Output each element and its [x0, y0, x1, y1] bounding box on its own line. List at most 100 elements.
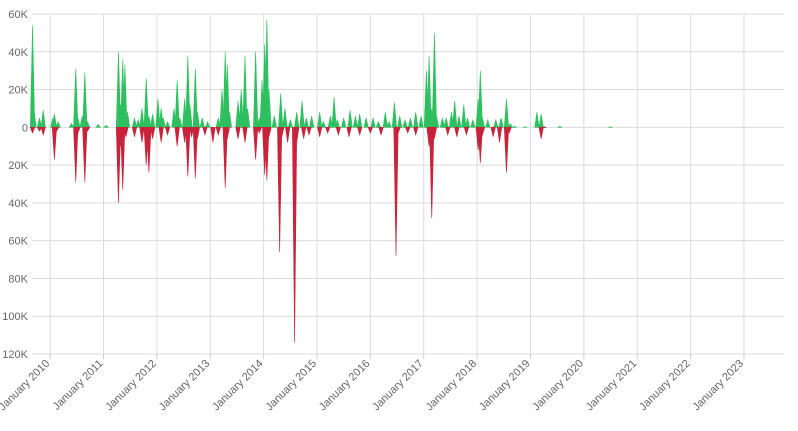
data-spike [386, 120, 392, 128]
data-spike [522, 126, 528, 128]
data-spike [378, 127, 384, 136]
series [30, 19, 613, 128]
data-spike [84, 127, 91, 132]
y-tick-label: 100K [2, 311, 28, 323]
data-spike [331, 97, 337, 128]
x-tick-label: January 2022 [637, 358, 693, 414]
data-spike [608, 126, 613, 128]
data-spike [253, 127, 259, 160]
data-spike [189, 127, 195, 137]
x-tick-label: January 2016 [317, 358, 373, 414]
plot-area [29, 19, 613, 343]
data-spike [485, 118, 491, 128]
data-spike [139, 108, 145, 128]
data-spike [418, 115, 424, 128]
data-spike [512, 126, 517, 128]
data-spike [538, 114, 544, 128]
data-spike [470, 118, 476, 128]
data-spike [271, 115, 277, 128]
x-tick-label: January 2012 [103, 358, 159, 414]
data-spike [158, 127, 164, 143]
data-spike [245, 108, 251, 128]
data-spike [496, 127, 503, 143]
data-spike [363, 117, 369, 128]
data-spike [375, 120, 382, 128]
data-spike [498, 117, 504, 128]
data-spike [413, 112, 419, 128]
data-spike [335, 127, 341, 136]
y-tick-label: 60K [8, 9, 28, 21]
x-tick-label: January 2023 [690, 358, 746, 414]
y-tick-label: 20K [8, 85, 28, 97]
y-tick-label: 20K [8, 160, 28, 172]
data-spike [301, 127, 307, 139]
data-spike [538, 127, 544, 139]
data-spike [402, 118, 408, 128]
data-spike [278, 93, 284, 128]
y-tick-label: 0 [22, 122, 28, 134]
data-spike [464, 117, 471, 128]
data-spike [294, 112, 300, 128]
data-spike [36, 127, 43, 132]
x-tick-label: January 2015 [263, 358, 319, 414]
data-spike [382, 112, 388, 128]
data-spike [29, 127, 36, 134]
data-spike [479, 127, 486, 136]
data-spike [235, 127, 241, 139]
data-spike [443, 117, 449, 128]
data-spike [534, 112, 540, 128]
gridlines [32, 13, 784, 359]
y-tick-label: 120K [2, 349, 28, 361]
x-tick-label: January 2011 [51, 358, 106, 413]
y-axis: 60K 40K 20K 0 20K 40K 60K 80K 100K 120K [2, 9, 28, 361]
data-spike [277, 127, 283, 253]
data-spike [287, 118, 293, 128]
data-spike [146, 127, 152, 173]
data-spike [503, 127, 509, 173]
data-spike [557, 126, 563, 128]
data-spike [53, 127, 60, 132]
data-spike [294, 127, 300, 143]
data-spike [95, 124, 101, 128]
x-tick-label: January 2014 [210, 358, 266, 414]
data-spike [131, 117, 138, 128]
data-spike [224, 127, 230, 139]
data-spike [439, 117, 446, 128]
data-spike [309, 115, 315, 128]
y-tick-label: 80K [8, 273, 28, 285]
data-spike [397, 115, 403, 128]
data-spike [306, 127, 312, 136]
x-tick-label: January 2018 [424, 358, 480, 414]
data-spike [135, 118, 141, 128]
data-spike [303, 117, 309, 128]
data-spike [463, 127, 470, 136]
data-spike [493, 118, 499, 128]
data-spike [317, 112, 323, 128]
data-spike [82, 127, 88, 183]
data-spike [461, 104, 467, 128]
data-spike [367, 127, 374, 134]
y-tick-label: 60K [8, 236, 28, 248]
data-spike [506, 127, 512, 134]
data-spike [40, 110, 46, 128]
data-spike [405, 127, 411, 134]
data-spike [541, 127, 547, 129]
data-spike [279, 127, 285, 137]
data-spike [215, 127, 221, 136]
data-spike [164, 127, 171, 136]
data-spike [51, 127, 57, 160]
data-spike [68, 122, 75, 128]
data-spike [55, 120, 61, 128]
data-spike [391, 102, 397, 128]
data-spike [150, 114, 156, 128]
x-tick-label: January 2010 [0, 358, 52, 414]
x-tick-label: January 2017 [370, 358, 426, 414]
data-spike [266, 127, 272, 137]
data-spike [123, 127, 129, 137]
y-tick-label: 40K [8, 47, 28, 59]
data-spike [413, 127, 419, 136]
data-spike [202, 127, 208, 136]
data-spike [120, 127, 126, 190]
